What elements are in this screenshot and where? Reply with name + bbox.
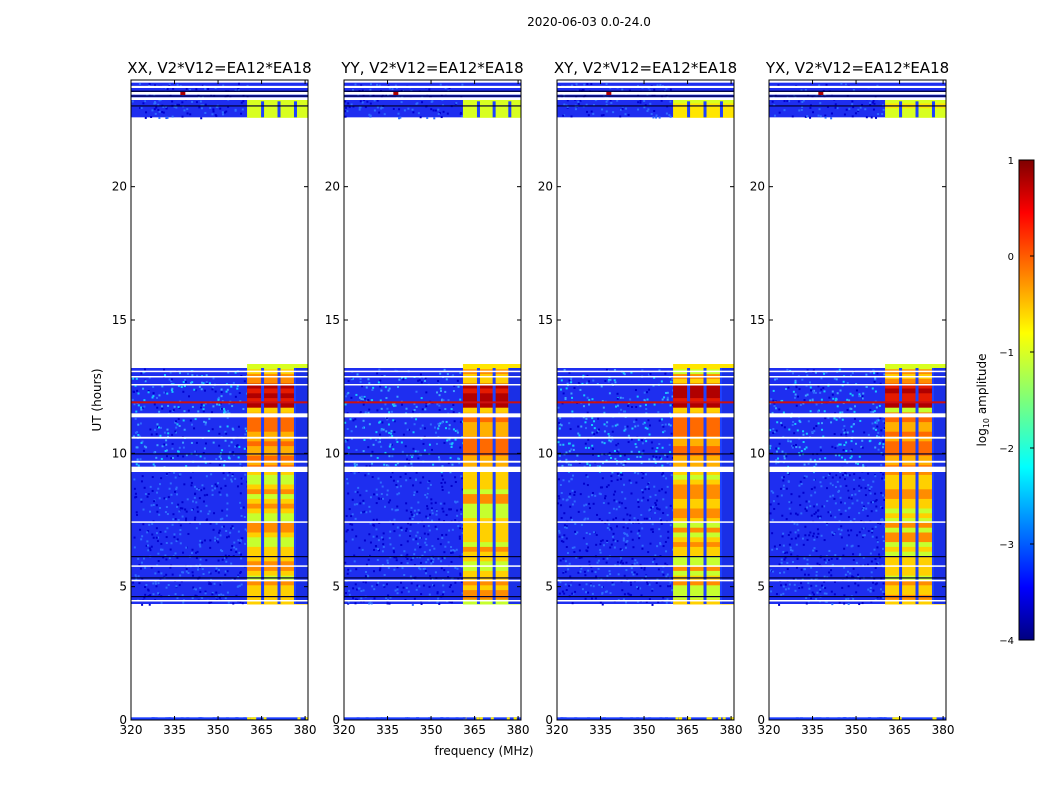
spectrogram-data: [769, 82, 946, 720]
y-tick-label: 10: [112, 446, 127, 460]
x-tick-label: 380: [507, 723, 530, 737]
y-tick-label: 20: [750, 180, 765, 194]
x-tick-label: 365: [463, 723, 486, 737]
x-tick-label: 335: [801, 723, 824, 737]
x-tick-label: 350: [845, 723, 868, 737]
x-tick-label: 365: [676, 723, 699, 737]
spectrogram-data: [557, 82, 734, 720]
colorbar-tick-label: −2: [999, 444, 1014, 455]
colorbar-tick-label: −3: [999, 540, 1014, 551]
x-tick-label: 320: [333, 723, 356, 737]
y-tick-label: 0: [332, 713, 340, 727]
y-tick-label: 0: [545, 713, 553, 727]
plot-frame: [130, 79, 309, 721]
spectrogram-data: [344, 82, 521, 720]
colorbar-tick-label: 0: [1008, 252, 1014, 263]
y-tick-label: 5: [757, 580, 765, 594]
x-tick-label: 320: [758, 723, 781, 737]
panel-title: YY, V2*V12=EA12*EA18: [340, 59, 523, 77]
y-tick-label: 0: [119, 713, 127, 727]
x-tick-label: 350: [207, 723, 230, 737]
y-tick-label: 15: [538, 313, 553, 327]
colorbar-label: log10 amplitude: [975, 354, 991, 447]
panel-4: YX, V2*V12=EA12*EA18 320 335 350 365 380 0 5 10 1…: [750, 59, 955, 737]
plot-frame: [556, 79, 735, 721]
panel-1: XX, V2*V12=EA12*EA18 320 335 350 365 380 0 5 10 1…: [112, 59, 317, 737]
data-block: [131, 717, 308, 720]
x-tick-label: 350: [633, 723, 656, 737]
colorbar-tick-label: 1: [1008, 156, 1014, 167]
x-tick-label: 335: [589, 723, 612, 737]
y-tick-label: 15: [325, 313, 340, 327]
y-tick-label: 20: [325, 180, 340, 194]
y-tick-label: 0: [757, 713, 765, 727]
panel-title: XX, V2*V12=EA12*EA18: [127, 59, 311, 77]
y-tick-label: 5: [332, 580, 340, 594]
x-tick-label: 365: [888, 723, 911, 737]
x-tick-label: 380: [932, 723, 955, 737]
y-tick-label: 10: [750, 446, 765, 460]
y-tick-label: 15: [750, 313, 765, 327]
colorbar-tick-label: −4: [999, 636, 1014, 647]
plot-frame: [768, 79, 947, 721]
figure-title: 2020-06-03 0.0-24.0: [527, 15, 651, 29]
panel-title: YX, V2*V12=EA12*EA18: [765, 59, 949, 77]
x-tick-label: 335: [376, 723, 399, 737]
x-tick-label: 365: [250, 723, 273, 737]
colorbar-tick-label: −1: [999, 348, 1014, 359]
data-block: [769, 717, 946, 720]
x-tick-label: 350: [420, 723, 443, 737]
plot-frame: [343, 79, 522, 721]
y-tick-label: 10: [538, 446, 553, 460]
x-tick-label: 380: [294, 723, 317, 737]
x-tick-label: 380: [720, 723, 743, 737]
y-tick-label: 20: [538, 180, 553, 194]
x-tick-label: 320: [546, 723, 569, 737]
data-block: [344, 717, 521, 720]
y-tick-label: 15: [112, 313, 127, 327]
panel-2: YY, V2*V12=EA12*EA18 320 335 350 365 380 0 5 10 1…: [325, 59, 530, 737]
panel-3: XY, V2*V12=EA12*EA18 320 335 350 365 380 0 5 10 1…: [538, 59, 743, 737]
x-axis-label: frequency (MHz): [434, 744, 533, 758]
y-tick-label: 5: [119, 580, 127, 594]
y-tick-label: 10: [325, 446, 340, 460]
colorbar: 1 0 −1 −2 −3 −4 log10 amplitude: [975, 156, 1035, 647]
panel-title: XY, V2*V12=EA12*EA18: [554, 59, 737, 77]
y-tick-label: 5: [545, 580, 553, 594]
x-tick-label: 320: [120, 723, 143, 737]
x-tick-label: 335: [163, 723, 186, 737]
y-axis-label: UT (hours): [90, 368, 104, 431]
y-tick-label: 20: [112, 180, 127, 194]
data-block: [557, 717, 734, 720]
colorbar-gradient: [1018, 159, 1035, 641]
spectrogram-data: [131, 82, 308, 720]
